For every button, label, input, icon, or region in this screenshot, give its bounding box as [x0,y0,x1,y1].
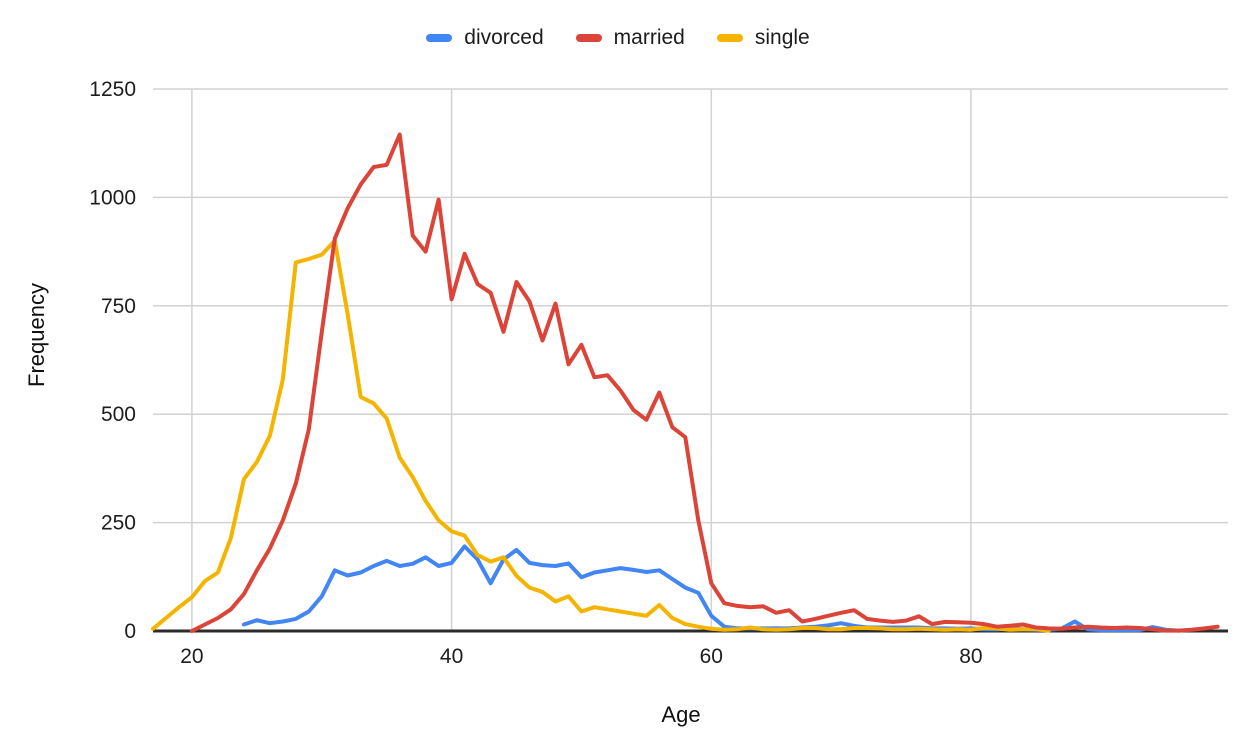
svg-text:40: 40 [440,645,463,668]
axis-tick-labels: 20 40 60 80 0 250 500 750 1000 1250 [89,78,982,668]
svg-text:1250: 1250 [89,78,136,101]
svg-text:500: 500 [101,403,136,426]
legend-swatch-divorced-icon [426,34,453,42]
legend-item-single[interactable]: single [716,24,810,52]
series-line-single[interactable] [151,238,1051,633]
x-axis-title: Age [661,702,701,727]
svg-text:1000: 1000 [89,186,136,209]
svg-text:250: 250 [101,512,136,535]
svg-text:0: 0 [124,620,136,643]
legend-label-single: single [754,26,810,49]
chart-legend: divorced married single [0,24,1236,52]
legend-swatch-married-icon [575,34,602,42]
legend-item-married[interactable]: married [575,24,685,52]
svg-text:80: 80 [959,645,982,668]
svg-text:60: 60 [700,645,723,668]
legend-label-married: married [613,26,685,49]
svg-text:750: 750 [101,295,136,318]
legend-item-divorced[interactable]: divorced [426,24,544,52]
legend-label-divorced: divorced [464,26,544,49]
series-line-married[interactable] [189,132,1220,633]
gridlines [153,88,1228,631]
legend-swatch-single-icon [716,34,743,42]
svg-text:20: 20 [180,645,203,668]
